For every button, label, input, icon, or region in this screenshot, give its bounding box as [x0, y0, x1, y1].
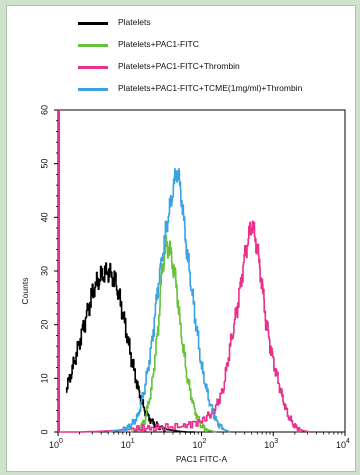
y-tick-label: 20: [39, 320, 49, 330]
legend-swatch-platelets: [78, 22, 108, 25]
y-tick-label: 40: [39, 212, 49, 222]
legend-swatch-pac1-fitc: [78, 44, 108, 47]
series-line-3: [108, 168, 231, 433]
series-line-0: [65, 262, 195, 433]
legend-label-thrombin: Platelets+PAC1-FITC+Thrombin: [118, 61, 240, 71]
x-tick-label: 103: [264, 438, 278, 450]
y-tick-label: 10: [39, 373, 49, 383]
legend: Platelets Platelets+PAC1-FITC Platelets+…: [70, 14, 350, 102]
y-axis-label: Counts: [20, 278, 30, 305]
legend-swatch-thrombin: [78, 66, 108, 69]
x-tick-label: 100: [49, 438, 63, 450]
legend-entry-thrombin: Platelets+PAC1-FITC+Thrombin: [70, 58, 350, 80]
y-tick-label: 30: [39, 266, 49, 276]
series-line-1: [129, 234, 217, 433]
legend-entry-tcme-thrombin: Platelets+PAC1-FITC+TCME(1mg/ml)+Thrombi…: [70, 80, 350, 102]
legend-label-tcme-thrombin: Platelets+PAC1-FITC+TCME(1mg/ml)+Thrombi…: [118, 83, 303, 93]
x-tick-label: 102: [193, 438, 207, 450]
chart-frame: [6, 5, 356, 472]
series-line-2: [58, 220, 310, 433]
x-axis-label: PAC1 FITC-A: [176, 454, 228, 464]
y-tick-label: 60: [39, 105, 49, 115]
legend-label-pac1-fitc: Platelets+PAC1-FITC: [118, 39, 199, 49]
x-tick-label: 101: [121, 438, 135, 450]
y-tick-label: 0: [39, 429, 49, 434]
y-tick-label: 50: [39, 159, 49, 169]
legend-swatch-tcme-thrombin: [78, 88, 108, 91]
legend-label-platelets: Platelets: [118, 17, 151, 27]
legend-entry-pac1-fitc: Platelets+PAC1-FITC: [70, 36, 350, 58]
x-tick-label: 104: [336, 438, 350, 450]
legend-entry-platelets: Platelets: [70, 14, 350, 36]
